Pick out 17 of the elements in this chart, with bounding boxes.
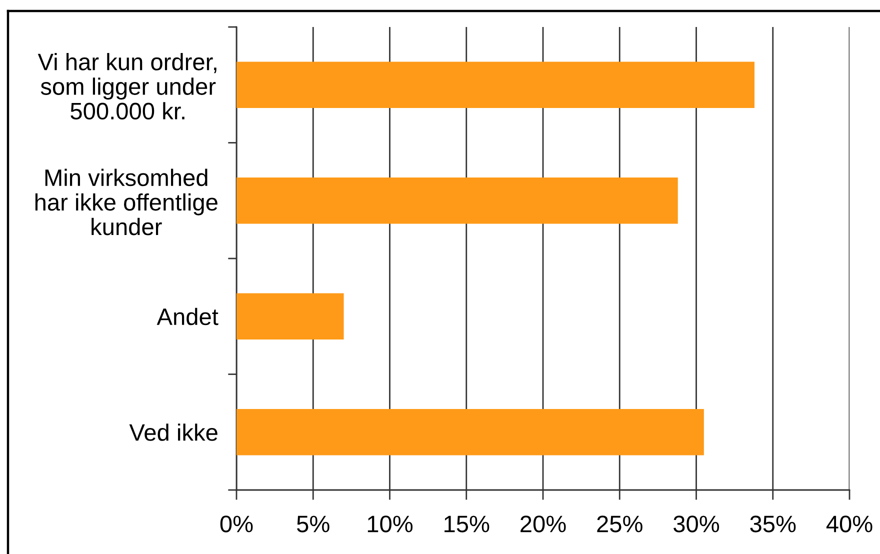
x-tick-label: 25% — [597, 516, 642, 532]
bar — [236, 177, 678, 224]
y-tick-label: Ved ikke — [129, 424, 218, 441]
x-tick-label: 15% — [444, 516, 490, 532]
y-tick-label: Andet — [156, 308, 218, 326]
x-tick-label: 30% — [674, 516, 720, 532]
bar — [236, 62, 754, 108]
x-tick-label: 40% — [826, 516, 872, 532]
bar — [236, 293, 344, 340]
x-tick-label: 10% — [368, 516, 413, 532]
y-tick-label: Vi har kun ordrer, som ligger under 500.000 kr. — [38, 53, 216, 120]
x-tick-label: 35% — [750, 516, 796, 532]
y-tick-label: Min virksomhed har ikke offentlige kunder — [35, 168, 218, 236]
bar — [236, 408, 704, 456]
x-tick-label: 20% — [520, 516, 566, 532]
x-tick-label: 0% — [220, 516, 253, 532]
x-tick-label: 5% — [297, 516, 330, 532]
